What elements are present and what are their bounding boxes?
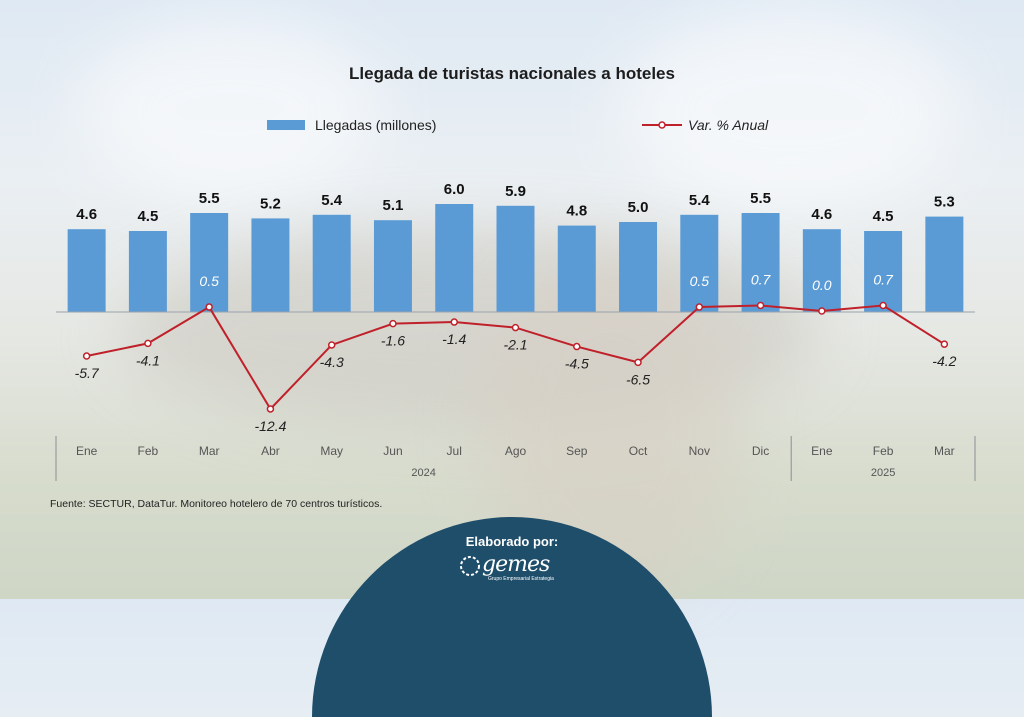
bar-11 <box>741 213 780 312</box>
logo-mark-icon <box>460 556 480 576</box>
variation-label: -1.4 <box>442 331 466 347</box>
bar-value-label: 5.5 <box>750 190 771 207</box>
legend-line: Var. % Anual <box>642 117 768 133</box>
variation-label: 0.5 <box>199 273 219 289</box>
tick-label: Ago <box>505 444 527 458</box>
gemes-logo: gemes Grupo Empresarial Estrategia <box>458 552 568 582</box>
tick-label: Jun <box>383 444 402 458</box>
variation-label: -4.1 <box>136 352 160 368</box>
tick-label: May <box>320 444 343 458</box>
bar-5 <box>373 220 412 312</box>
tick-label: Oct <box>629 444 648 458</box>
bar-value-label: 4.5 <box>873 208 894 225</box>
variation-label: -1.6 <box>381 333 405 349</box>
logo-word: gemes <box>482 552 550 577</box>
bar-3 <box>251 218 290 312</box>
bar-value-label: 5.2 <box>260 195 281 212</box>
variation-label: -12.4 <box>254 418 286 434</box>
footer-label: Elaborado por: <box>465 534 559 549</box>
variation-point-11 <box>756 301 765 310</box>
variation-label: -4.2 <box>932 353 956 369</box>
variation-label: 0.5 <box>690 273 710 289</box>
variation-label: 0.0 <box>812 277 832 293</box>
bar-12 <box>802 229 841 312</box>
legend-line-swatch <box>642 121 682 129</box>
chart-area: 4.6 4.5 5.5 5.2 5.4 5.1 6.0 5.9 4.8 5.0 5.4 5.5 4.6 4… <box>55 181 976 481</box>
bar-1 <box>128 231 167 312</box>
tick-label: Abr <box>261 444 280 458</box>
background-sky <box>80 20 380 200</box>
variation-point-3 <box>266 405 275 413</box>
tick-label: Mar <box>199 444 220 458</box>
bar-value-label: 4.5 <box>137 208 158 225</box>
tick-label: Ene <box>811 444 833 458</box>
variation-label: -4.3 <box>320 354 344 370</box>
bar-value-label: 5.0 <box>628 199 649 216</box>
bar-8 <box>557 225 596 312</box>
variation-point-9 <box>634 358 642 367</box>
variation-point-1 <box>144 339 152 348</box>
year-label: 2025 <box>871 467 895 479</box>
variation-label: -2.1 <box>503 337 527 353</box>
tick-label: Sep <box>566 444 588 458</box>
variation-label: 0.7 <box>873 271 894 287</box>
tick-label: Feb <box>873 444 894 458</box>
chart-title: Llegada de turistas nacionales a hoteles <box>349 64 675 83</box>
bar-4 <box>312 214 351 312</box>
variation-point-12 <box>818 307 826 315</box>
bar-value-label: 5.9 <box>505 183 526 200</box>
bar-2 <box>190 213 229 312</box>
tick-label: Feb <box>138 444 159 458</box>
variation-point-2 <box>205 303 213 311</box>
bar-14 <box>925 216 964 312</box>
bar-value-label: 6.0 <box>444 181 465 198</box>
variation-point-10 <box>695 303 704 311</box>
variation-label: -4.5 <box>565 356 589 372</box>
source-note: Fuente: SECTUR, DataTur. Monitoreo hotel… <box>50 498 383 510</box>
variation-point-7 <box>511 323 520 332</box>
variation-line <box>86 304 945 411</box>
bar-value-label: 5.4 <box>689 192 711 209</box>
bar-0 <box>67 229 106 312</box>
bar-value-label: 5.4 <box>321 192 343 209</box>
legend-bar-swatch <box>267 120 305 130</box>
bar-value-label: 5.3 <box>934 194 955 211</box>
variation-point-13 <box>879 301 887 310</box>
variation-label: -5.7 <box>75 365 100 381</box>
bar-value-label: 5.5 <box>199 190 220 207</box>
bar-9 <box>619 222 658 312</box>
variation-label: -6.5 <box>626 371 650 387</box>
bar-13 <box>864 231 903 312</box>
tick-label: Jul <box>447 444 462 458</box>
variation-point-8 <box>573 342 581 351</box>
bar-7 <box>496 205 535 312</box>
logo-subtext: Grupo Empresarial Estrategia <box>488 576 554 582</box>
variation-label: 0.7 <box>751 271 772 287</box>
variation-point-0 <box>82 352 91 360</box>
variation-point-6 <box>450 318 458 326</box>
variation-point-14 <box>940 340 949 348</box>
legend-line-label: Var. % Anual <box>688 117 769 133</box>
tick-label: Mar <box>934 444 955 458</box>
bar-6 <box>435 204 474 312</box>
bar-10 <box>680 214 719 312</box>
year-label: 2024 <box>411 467 435 479</box>
background-cloud <box>620 10 960 210</box>
variation-point-5 <box>389 319 397 328</box>
tick-label: Dic <box>752 444 769 458</box>
variation-point-4 <box>327 341 336 349</box>
bar-value-label: 4.6 <box>811 206 832 223</box>
tick-label: Nov <box>689 444 710 458</box>
bar-value-label: 4.6 <box>76 206 97 223</box>
bar-value-label: 4.8 <box>566 203 587 220</box>
legend-bar-label: Llegadas (millones) <box>315 117 437 133</box>
legend-bar: Llegadas (millones) <box>267 117 436 133</box>
bar-value-label: 5.1 <box>383 197 404 214</box>
tick-label: Ene <box>76 444 98 458</box>
